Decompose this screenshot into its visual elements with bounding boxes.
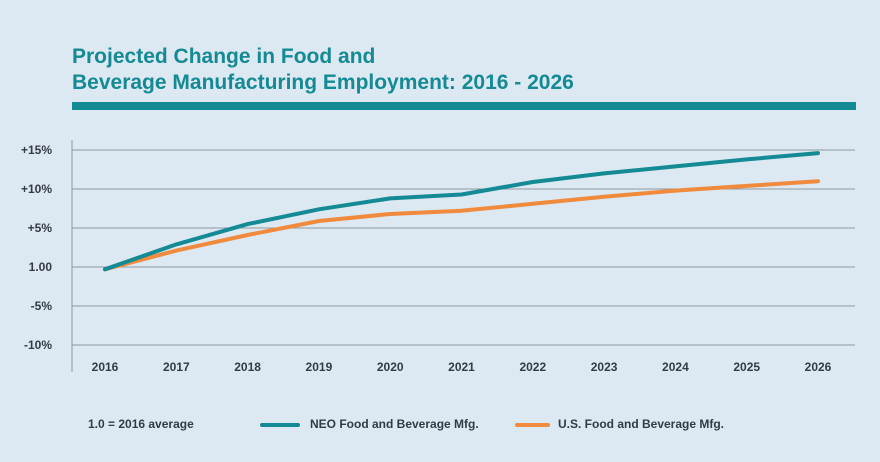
x-tick-labels: 2016 2017 2018 2019 2020 2021 2022 2023 2024 2025… [92, 360, 832, 374]
x-tick-label: 2024 [662, 360, 689, 374]
y-tick-label: +15% [21, 143, 52, 157]
x-tick-label: 2022 [519, 360, 546, 374]
x-tick-label: 2023 [591, 360, 618, 374]
y-tick-labels: +15% +10% +5% 1.00 -5% -10% [21, 143, 52, 352]
x-tick-label: 2016 [92, 360, 119, 374]
x-tick-label: 2017 [163, 360, 190, 374]
x-tick-label: 2018 [234, 360, 261, 374]
x-tick-label: 2019 [306, 360, 333, 374]
y-tick-label: -5% [31, 299, 53, 313]
y-tick-label: 1.00 [29, 260, 53, 274]
y-tick-label: +5% [28, 221, 53, 235]
x-tick-label: 2026 [805, 360, 832, 374]
x-tick-label: 2025 [733, 360, 760, 374]
series-lines [105, 153, 818, 269]
y-tick-label: +10% [21, 182, 52, 196]
x-tick-label: 2020 [377, 360, 404, 374]
line-chart: +15%+10%+5%1.00-5%-10% 2016 2017 2018 2019 2… [0, 0, 880, 462]
x-tick-label: 2021 [448, 360, 475, 374]
y-tick-label: -10% [24, 338, 52, 352]
